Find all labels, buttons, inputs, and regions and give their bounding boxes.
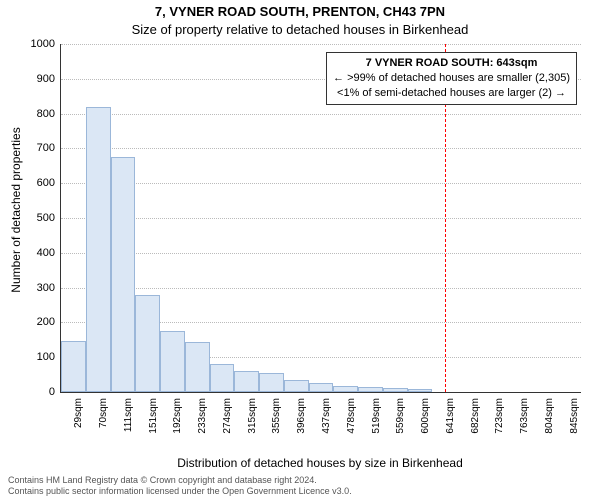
x-tick-label: 845sqm	[569, 398, 580, 434]
x-tick-label: 70sqm	[98, 398, 109, 428]
gridline	[61, 148, 581, 149]
chart-title-primary: 7, VYNER ROAD SOUTH, PRENTON, CH43 7PN	[0, 4, 600, 19]
histogram-bar	[358, 387, 383, 392]
x-tick-label: 804sqm	[544, 398, 555, 434]
x-tick-label: 192sqm	[172, 398, 183, 434]
x-tick-label: 519sqm	[371, 398, 382, 434]
y-tick-label: 700	[37, 142, 55, 154]
y-tick-label: 500	[37, 212, 55, 224]
y-tick-label: 400	[37, 247, 55, 259]
histogram-bar	[309, 383, 334, 392]
y-tick-label: 100	[37, 351, 55, 363]
footer-line-1: Contains HM Land Registry data © Crown c…	[8, 475, 352, 486]
histogram-bar	[259, 373, 284, 392]
x-tick-label: 233sqm	[197, 398, 208, 434]
x-tick-label: 763sqm	[519, 398, 530, 434]
gridline	[61, 253, 581, 254]
y-tick-label: 600	[37, 177, 55, 189]
info-line-3: <1% of semi-detached houses are larger (…	[333, 86, 570, 101]
histogram-bar	[383, 388, 408, 392]
gridline	[61, 218, 581, 219]
y-tick-label: 200	[37, 316, 55, 328]
chart-title-secondary: Size of property relative to detached ho…	[0, 22, 600, 37]
gridline	[61, 183, 581, 184]
x-tick-label: 723sqm	[494, 398, 505, 434]
y-axis-label: Number of detached properties	[9, 127, 23, 292]
x-tick-label: 315sqm	[247, 398, 258, 434]
x-tick-label: 437sqm	[321, 398, 332, 434]
histogram-bar	[408, 389, 433, 392]
y-tick-label: 900	[37, 73, 55, 85]
x-axis-title: Distribution of detached houses by size …	[60, 456, 580, 470]
histogram-bar	[111, 157, 136, 392]
histogram-bar	[160, 331, 185, 392]
x-tick-label: 478sqm	[346, 398, 357, 434]
histogram-bar	[284, 380, 309, 392]
x-tick-label: 641sqm	[445, 398, 456, 434]
property-info-box: 7 VYNER ROAD SOUTH: 643sqm← >99% of deta…	[326, 52, 577, 105]
y-tick-label: 1000	[31, 38, 55, 50]
histogram-bar	[210, 364, 235, 392]
plot-area: 0100200300400500600700800900100029sqm70s…	[60, 44, 581, 393]
histogram-bar	[234, 371, 259, 392]
gridline	[61, 114, 581, 115]
info-line-1: 7 VYNER ROAD SOUTH: 643sqm	[333, 56, 570, 71]
y-tick-label: 300	[37, 282, 55, 294]
gridline	[61, 288, 581, 289]
y-tick-label: 800	[37, 108, 55, 120]
x-tick-label: 29sqm	[73, 398, 84, 428]
x-tick-label: 355sqm	[271, 398, 282, 434]
histogram-bar	[86, 107, 111, 392]
x-tick-label: 682sqm	[470, 398, 481, 434]
histogram-bar	[185, 342, 210, 392]
histogram-bar	[135, 295, 160, 392]
x-tick-label: 111sqm	[123, 398, 134, 432]
x-tick-label: 151sqm	[148, 398, 159, 434]
footer-line-2: Contains public sector information licen…	[8, 486, 352, 497]
gridline	[61, 44, 581, 45]
histogram-bar	[61, 341, 86, 393]
x-tick-label: 559sqm	[395, 398, 406, 434]
y-tick-label: 0	[49, 386, 55, 398]
x-tick-label: 396sqm	[296, 398, 307, 434]
x-tick-label: 274sqm	[222, 398, 233, 434]
x-tick-label: 600sqm	[420, 398, 431, 434]
info-line-2: ← >99% of detached houses are smaller (2…	[333, 71, 570, 86]
histogram-bar	[333, 386, 358, 392]
copyright-footer: Contains HM Land Registry data © Crown c…	[8, 475, 352, 498]
